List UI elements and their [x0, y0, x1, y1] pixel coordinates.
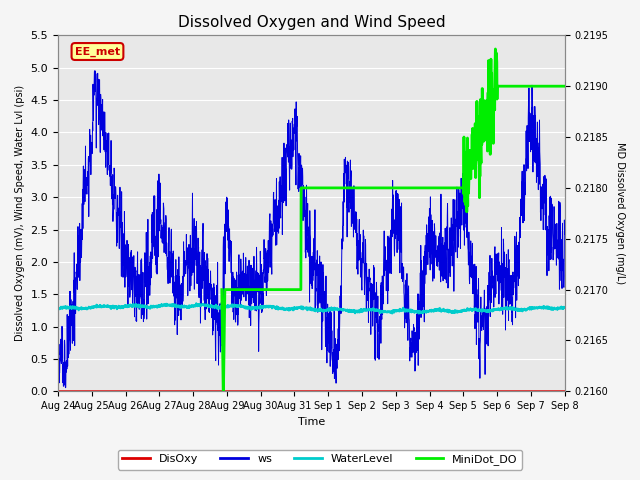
Y-axis label: MD Dissolved Oxygen (mg/L): MD Dissolved Oxygen (mg/L) — [615, 142, 625, 284]
X-axis label: Time: Time — [298, 417, 325, 427]
Y-axis label: Dissolved Oxygen (mV), Wind Speed, Water Lvl (psi): Dissolved Oxygen (mV), Wind Speed, Water… — [15, 85, 25, 341]
Title: Dissolved Oxygen and Wind Speed: Dissolved Oxygen and Wind Speed — [177, 15, 445, 30]
Legend: DisOxy, ws, WaterLevel, MiniDot_DO: DisOxy, ws, WaterLevel, MiniDot_DO — [118, 450, 522, 469]
Text: EE_met: EE_met — [75, 47, 120, 57]
